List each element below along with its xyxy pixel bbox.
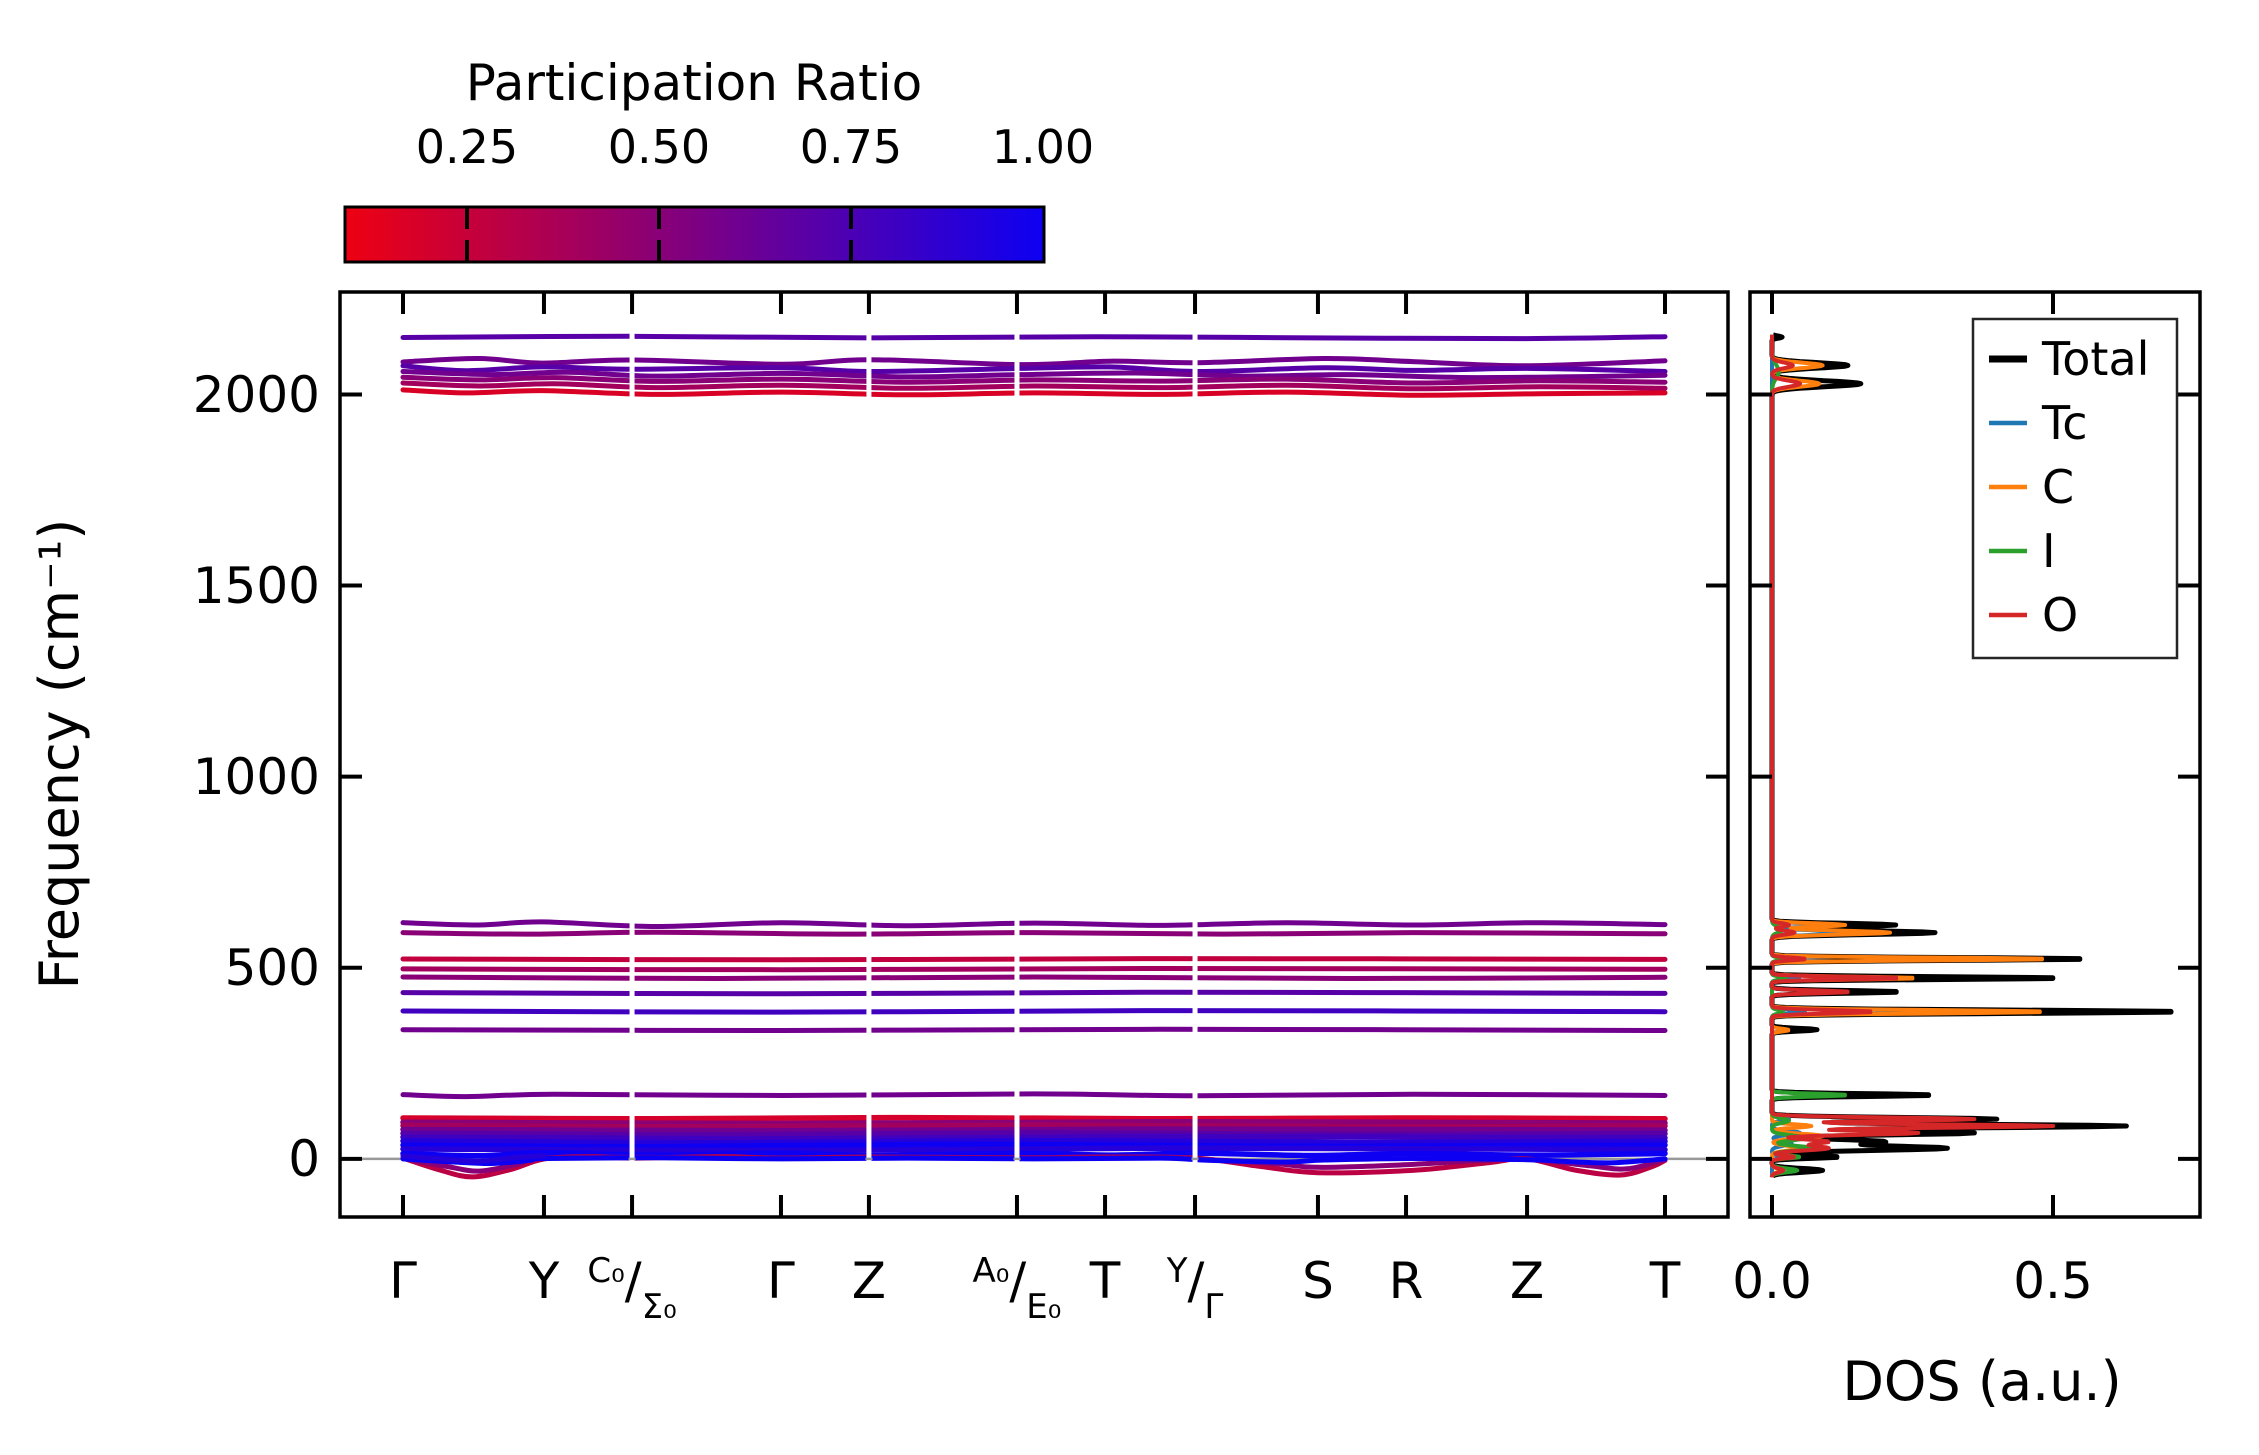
y-tick-label: 1500 <box>193 557 320 615</box>
colorbar-tick <box>849 240 853 261</box>
phonon-band <box>400 1091 1668 1100</box>
colorbar-tick <box>657 240 661 261</box>
kpath-tick-label: T <box>1649 1252 1681 1310</box>
kpath-tick-labels: Γ Y C₀/Σ₀ Γ Z A₀/E₀ T Y/Γ S R Z T <box>389 1251 1681 1327</box>
legend-label: O <box>2042 588 2078 642</box>
phonon-band <box>400 965 1668 973</box>
phonon-band <box>400 1141 1668 1150</box>
colorbar-tick-label: 0.75 <box>800 120 902 174</box>
legend-label: Tc <box>2041 396 2088 450</box>
y-tick-label: 0 <box>288 1130 320 1188</box>
colorbar-tick <box>657 208 661 229</box>
phonon-band <box>400 929 1668 937</box>
kpath-tick-label: Z <box>1510 1252 1544 1310</box>
colorbar-tick-labels: 0.25 0.50 0.75 1.00 <box>416 120 1094 174</box>
phonon-band <box>400 374 1668 386</box>
y-tick-labels: 0 500 1000 1500 2000 <box>193 366 320 1188</box>
phonon-band <box>400 919 1668 930</box>
kpath-tick-label: Γ <box>767 1252 795 1310</box>
phonon-band <box>400 333 1668 342</box>
dos-legend: Total Tc CIO <box>1971 317 2179 660</box>
dos-x-tick-label: 0.0 <box>1732 1252 1812 1310</box>
dos-x-axis-label: DOS (a.u.) <box>1842 1350 2121 1413</box>
phonon-band <box>400 363 1668 375</box>
kpath-tick-label: Y/Γ <box>1166 1251 1224 1327</box>
y-tick-label: 1000 <box>193 748 320 806</box>
segment-break-gap <box>866 296 872 1213</box>
phonon-band <box>400 355 1668 369</box>
panel-border <box>1748 290 2202 1219</box>
segment-break-gap <box>629 296 635 1213</box>
kpath-tick-label: S <box>1302 1252 1334 1310</box>
phonon-band <box>400 1130 1668 1138</box>
phonon-band <box>400 387 1668 398</box>
colorbar-tick-label: 0.50 <box>608 120 710 174</box>
phonon-band <box>400 1155 1668 1167</box>
kpath-tick-label: Z <box>852 1252 886 1310</box>
colorbar-tick-label: 0.25 <box>416 120 518 174</box>
phonon-band <box>400 1137 1668 1146</box>
phonon-band <box>400 974 1668 982</box>
colorbar-gradient <box>343 205 1046 264</box>
colorbar-tick <box>465 240 469 261</box>
phonon-band <box>400 989 1668 997</box>
y-tick-label: 2000 <box>193 366 320 424</box>
dos-curve-tc <box>1770 333 1859 1179</box>
phonon-band <box>400 1153 547 1164</box>
dos-x-tick-label: 0.5 <box>2013 1252 2093 1310</box>
phonon-band <box>400 1026 1668 1034</box>
colorbar-title: Participation Ratio <box>466 54 922 112</box>
legend-label: I <box>2042 524 2056 578</box>
phonon-band <box>400 369 1668 381</box>
phonon-band <box>400 1114 1668 1122</box>
dos-curve-i <box>1770 333 1847 1179</box>
colorbar <box>343 205 1046 264</box>
phonon-band <box>400 1008 1668 1015</box>
phonon-band <box>400 1126 1668 1134</box>
kpath-tick-label: C₀/Σ₀ <box>587 1251 676 1327</box>
kpath-tick-label: R <box>1389 1252 1424 1310</box>
colorbar-tick <box>465 208 469 229</box>
kpath-tick-label: Γ <box>389 1252 417 1310</box>
panel-frames <box>338 290 2202 1219</box>
segment-break-gap <box>1192 296 1198 1213</box>
segment-break-gap <box>1014 296 1020 1213</box>
legend-label: Total <box>2041 332 2149 386</box>
kpath-tick-label: A₀/E₀ <box>973 1251 1062 1327</box>
y-axis-label: Frequency (cm⁻¹) <box>28 519 91 990</box>
phonon-band <box>400 1133 1668 1142</box>
band-structure-panel <box>342 296 1726 1213</box>
dos-curve-o <box>1770 333 2056 1179</box>
dos-x-tick-labels: 0.0 0.5 <box>1732 1252 2093 1310</box>
phonon-band <box>400 956 1668 963</box>
y-tick-label: 500 <box>225 939 320 997</box>
phonon-band <box>400 1145 1668 1154</box>
colorbar-tick-label: 1.00 <box>992 120 1094 174</box>
legend-label: C <box>2042 460 2074 514</box>
phonon-band <box>400 380 1668 392</box>
phonon-band <box>400 1119 1668 1127</box>
panel-border <box>338 290 1730 1219</box>
kpath-tick-label: T <box>1089 1252 1121 1310</box>
kpath-tick-label: Y <box>528 1252 560 1310</box>
colorbar-tick <box>849 208 853 229</box>
phonon-band <box>400 1150 1668 1159</box>
phonon-band <box>400 1122 1668 1130</box>
dos-panel <box>1769 332 2174 1179</box>
